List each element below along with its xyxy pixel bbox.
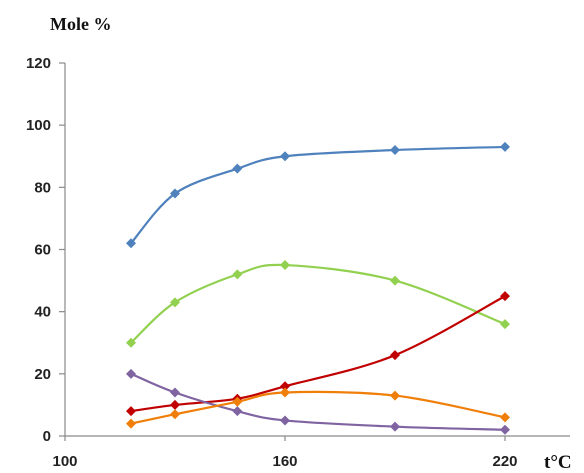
data-point-marker (126, 368, 136, 379)
data-point-marker (280, 151, 290, 162)
data-point-marker (280, 387, 290, 398)
data-point-marker (126, 238, 136, 249)
series-layer (126, 141, 510, 435)
series-5 (126, 387, 510, 429)
data-point-marker (500, 424, 510, 435)
x-tick-label: 160 (272, 453, 297, 470)
series-1 (126, 141, 510, 249)
data-point-marker (390, 350, 400, 361)
data-point-marker (280, 415, 290, 426)
data-point-marker (500, 291, 510, 302)
y-tick-label: 120 (26, 55, 51, 72)
y-tick-label: 60 (34, 242, 51, 259)
data-point-marker (390, 390, 400, 401)
data-point-marker (232, 406, 243, 417)
y-axis: 0 20 40 60 80 100 120 (26, 55, 65, 445)
series-line (130, 295, 506, 413)
y-tick-label: 0 (43, 428, 51, 445)
data-point-marker (170, 409, 180, 420)
data-point-marker (500, 412, 510, 423)
data-point-marker (390, 275, 400, 286)
data-point-marker (170, 297, 180, 308)
series-line (130, 145, 506, 245)
x-tick-label: 100 (52, 453, 77, 470)
series-line (130, 263, 506, 344)
x-axis: 100 160 220 (52, 436, 518, 470)
data-point-marker (280, 381, 290, 392)
data-point-marker (126, 337, 136, 348)
series-2 (126, 260, 510, 348)
y-tick-label: 20 (34, 366, 51, 383)
data-point-marker (126, 418, 136, 429)
y-axis-title: Mole % (50, 14, 111, 34)
data-point-marker (500, 319, 510, 330)
x-tick-label: 220 (492, 453, 517, 470)
y-tick-label: 80 (34, 179, 51, 196)
y-tick-label: 40 (34, 304, 51, 321)
data-point-marker (500, 141, 510, 152)
data-point-marker (232, 269, 243, 280)
series-3 (126, 291, 510, 417)
series-line (130, 372, 506, 431)
data-point-marker (170, 387, 180, 398)
x-axis-title: t°C (544, 452, 572, 473)
y-tick-label: 100 (26, 117, 51, 134)
series-4 (126, 368, 510, 435)
data-point-marker (390, 145, 400, 156)
data-point-marker (170, 399, 180, 410)
data-point-marker (390, 421, 400, 432)
data-point-marker (280, 260, 290, 271)
data-point-marker (232, 163, 243, 174)
data-point-marker (232, 396, 243, 407)
data-point-marker (170, 188, 180, 199)
data-point-marker (126, 406, 136, 417)
